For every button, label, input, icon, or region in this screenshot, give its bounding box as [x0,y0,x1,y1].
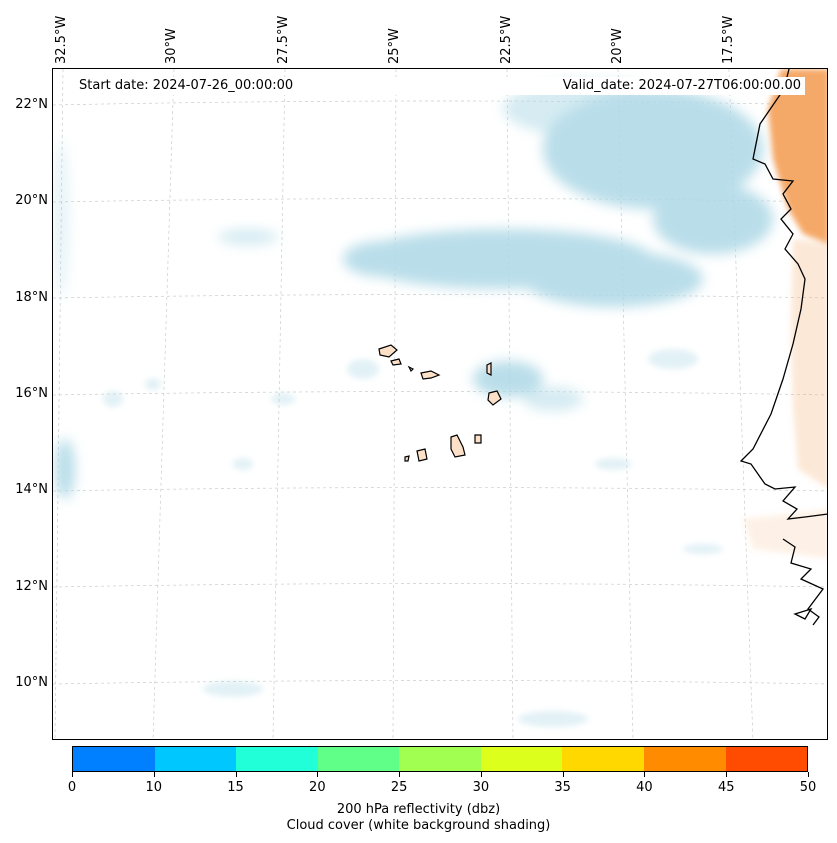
lat-label-16n: 16°N [15,386,48,401]
map-canvas [53,69,827,739]
colorbar-segment [317,747,400,771]
colorbar-segment [236,747,318,771]
colorbar-tick-label: 25 [390,780,408,795]
colorbar-tick-label: 15 [227,780,244,795]
lon-label-30w: 30°W [164,28,179,64]
island-boa-vista [487,390,502,406]
lon-label-17-5w: 17.5°W [721,15,736,64]
colorbar-tick-label: 50 [799,780,817,795]
graticule [53,69,827,739]
colorbar-segment [73,747,155,771]
reflectivity-colorbar [72,746,808,772]
island-santiago [450,434,466,458]
colorbar-tick [644,772,646,777]
colorbar-tick-label: 40 [636,780,653,795]
cloud-cover-shading [53,81,773,727]
colorbar-tick-label: 35 [554,780,571,795]
reflectivity-shading [743,69,827,559]
colorbar-tick [153,772,155,777]
lon-label-32-5w: 32.5°W [54,15,69,64]
colorbar-tick [235,772,237,777]
colorbar-subtitle: Cloud cover (white background shading) [286,818,551,833]
colorbar-tick [480,772,482,777]
colorbar-tick-label: 30 [472,780,490,795]
valid-date-label: Valid_date: 2024-07-27T06:00:00.00 [558,77,805,94]
island-sao-vicente [390,358,402,366]
island-brava [404,455,410,462]
lon-label-25w: 25°W [387,28,402,64]
lon-label-22-5w: 22.5°W [499,15,514,64]
colorbar-segment [643,747,726,771]
colorbar-segment [480,747,563,771]
island-maio [474,434,482,444]
colorbar-tick [72,772,73,777]
lon-label-20w: 20°W [610,28,625,64]
colorbar-tick [562,772,564,777]
island-sao-nicolau [420,370,441,380]
map-panel[interactable]: Start date: 2024-07-26_00:00:00 Valid_da… [52,68,828,740]
lon-label-27-5w: 27.5°W [276,15,291,64]
lat-label-22n: 22°N [15,97,48,112]
colorbar-segment [562,747,644,771]
colorbar-segment [154,747,237,771]
africa-coastline [739,69,827,626]
colorbar-tick [399,772,401,777]
colorbar-segment [725,747,808,771]
start-date-label: Start date: 2024-07-26_00:00:00 [75,77,298,94]
colorbar-tick-label: 0 [67,780,77,795]
colorbar-tick-label: 10 [145,780,163,795]
island-santo-antao [378,344,398,358]
cape-verde-islands [378,344,502,462]
colorbar-segment [399,747,481,771]
island-santa-luzia [407,365,415,373]
colorbar-tick-label: 45 [717,780,735,795]
colorbar-tick [317,772,319,777]
lat-label-12n: 12°N [15,579,48,594]
lat-label-10n: 10°N [15,675,48,690]
colorbar-title: 200 hPa reflectivity (dbz) [336,802,501,817]
lat-label-18n: 18°N [15,290,48,305]
colorbar-tick-label: 20 [309,780,326,795]
colorbar-tick [808,772,809,777]
island-fogo [416,448,428,462]
island-sal [486,362,492,376]
lat-label-20n: 20°N [15,193,48,208]
lat-label-14n: 14°N [15,482,48,497]
colorbar-tick [726,772,728,777]
